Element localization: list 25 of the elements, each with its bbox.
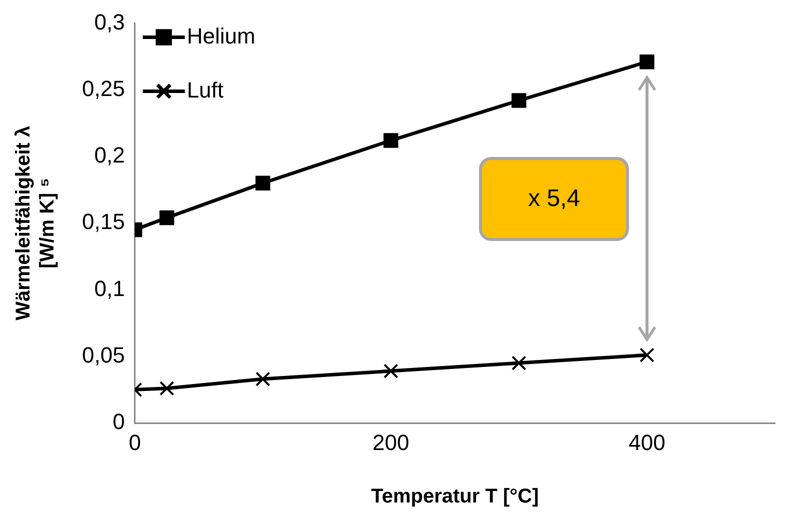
y-tick-label: 0,1 (94, 276, 125, 301)
callout-box: x 5,4 (479, 157, 630, 242)
point (384, 364, 398, 378)
legend-label: Helium (186, 23, 256, 48)
x-tick-label: 200 (372, 430, 410, 456)
x-tick-label: 0 (128, 430, 141, 456)
point (512, 356, 526, 370)
y-axis-title: Wärmeleitfähigkeit λ [W/m K] ⁵ (12, 126, 59, 320)
y-tick-label: 0,2 (94, 142, 125, 168)
point (159, 210, 174, 226)
y-tick-label: 0,25 (82, 76, 125, 101)
point (159, 380, 174, 396)
point (640, 54, 654, 70)
legend-label: Luft (186, 77, 224, 102)
point (512, 93, 526, 108)
y-tick-label: 0 (112, 409, 125, 434)
point (640, 348, 654, 362)
point (255, 176, 270, 190)
point (384, 133, 398, 148)
y-tick-label: 0,15 (82, 209, 125, 234)
x-axis-title: Temperatur T [°C] (371, 486, 539, 508)
y-tick-label: 0,3 (94, 9, 125, 34)
y-tick-label: 0,05 (82, 342, 125, 368)
x-tick-label: 400 (628, 430, 666, 456)
point (255, 372, 270, 386)
